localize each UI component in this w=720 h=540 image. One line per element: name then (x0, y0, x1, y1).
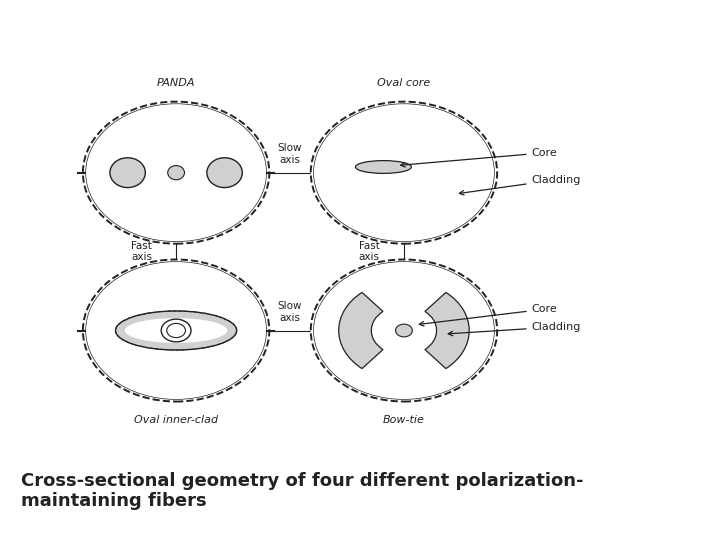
Text: Fast
axis: Fast axis (131, 241, 152, 262)
Text: Slow
axis: Slow axis (278, 143, 302, 165)
Ellipse shape (110, 158, 145, 187)
Ellipse shape (311, 102, 498, 244)
Ellipse shape (356, 160, 411, 173)
Ellipse shape (125, 318, 228, 343)
Text: Core: Core (400, 148, 557, 167)
Ellipse shape (83, 260, 269, 402)
Text: Core: Core (419, 304, 557, 326)
Ellipse shape (167, 323, 186, 338)
Ellipse shape (115, 311, 237, 350)
Ellipse shape (168, 166, 184, 180)
Text: Oval inner-clad: Oval inner-clad (134, 415, 218, 424)
Text: Bow-tie: Bow-tie (383, 415, 425, 424)
Ellipse shape (161, 319, 191, 342)
Text: Cladding: Cladding (459, 175, 581, 195)
Ellipse shape (137, 321, 216, 340)
Text: Oval core: Oval core (377, 78, 431, 89)
Text: Cross-sectional geometry of four different polarization-
maintaining fibers: Cross-sectional geometry of four differe… (21, 471, 583, 510)
Wedge shape (425, 293, 469, 369)
Text: Cladding: Cladding (449, 322, 581, 336)
Text: Slow
axis: Slow axis (278, 301, 302, 322)
Ellipse shape (207, 158, 243, 187)
Ellipse shape (311, 260, 498, 402)
Wedge shape (338, 293, 383, 369)
Ellipse shape (83, 102, 269, 244)
Text: PANDA: PANDA (157, 78, 195, 89)
Ellipse shape (395, 324, 413, 337)
Text: Fast
axis: Fast axis (359, 241, 379, 262)
